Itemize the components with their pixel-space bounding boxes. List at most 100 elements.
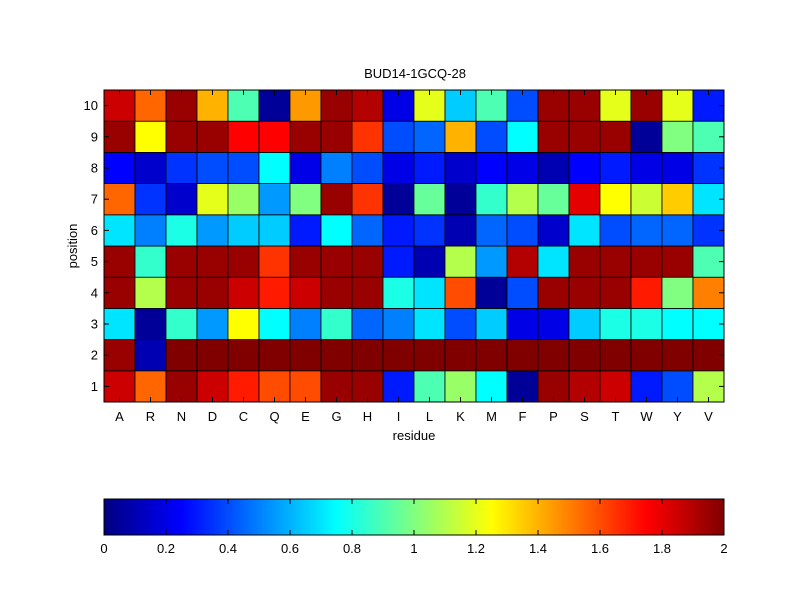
heatmap-cell (196, 307, 229, 340)
colorbar-tick-label: 1 (410, 541, 417, 556)
heatmap-cell (103, 151, 136, 184)
heatmap-cell (630, 151, 663, 184)
heatmap-cell (506, 89, 539, 122)
heatmap-cell (382, 183, 415, 216)
heatmap-cell (165, 245, 198, 278)
heatmap-cell (630, 370, 663, 403)
colorbar-ticks: 0 0.2 0.4 0.6 0.8 1 1.2 1.4 1.6 1.8 2 (100, 499, 728, 556)
heatmap-cell (630, 183, 663, 216)
heatmap-cell (320, 214, 353, 247)
heatmap-cell (165, 370, 198, 403)
heatmap-cell (692, 89, 725, 122)
colorbar-tick-label: 0.8 (343, 541, 361, 556)
heatmap-cell (103, 89, 136, 122)
heatmap-cell (537, 183, 570, 216)
colorbar-tick-label: 2 (720, 541, 727, 556)
heatmap-cell (475, 307, 508, 340)
heatmap-cell (320, 370, 353, 403)
heatmap-cell (537, 120, 570, 153)
heatmap-cell (506, 339, 539, 372)
heatmap-cell (599, 245, 632, 278)
y-tick-label: 1 (91, 379, 98, 394)
y-axis-label: position (65, 224, 80, 269)
heatmap-cell (382, 245, 415, 278)
heatmap-cell (413, 214, 446, 247)
heatmap-cell (165, 183, 198, 216)
colorbar (103, 498, 725, 536)
heatmap-cell (103, 120, 136, 153)
heatmap-cell (630, 89, 663, 122)
heatmap-cell (661, 307, 694, 340)
heatmap-cell (289, 89, 322, 122)
x-tick-label: T (612, 409, 620, 424)
x-tick-label: M (486, 409, 497, 424)
heatmap-cell (506, 151, 539, 184)
heatmap-cell (165, 214, 198, 247)
heatmap-cell (134, 89, 167, 122)
heatmap-cell (568, 307, 601, 340)
heatmap-cell (258, 339, 291, 372)
heatmap-cell (134, 276, 167, 309)
heatmap-cell (165, 339, 198, 372)
heatmap-cell (413, 339, 446, 372)
heatmap-cell (537, 339, 570, 372)
heatmap-cell (227, 214, 260, 247)
heatmap-cell (351, 307, 384, 340)
heatmap-cell (289, 183, 322, 216)
heatmap-cell (258, 183, 291, 216)
heatmap-cell (537, 276, 570, 309)
x-tick-label: R (146, 409, 155, 424)
colorbar-tick-label: 0.2 (157, 541, 175, 556)
heatmap-cell (599, 307, 632, 340)
heatmap-cell (568, 276, 601, 309)
heatmap-cell (475, 120, 508, 153)
heatmap-cell (661, 245, 694, 278)
heatmap-cell (382, 339, 415, 372)
heatmap-cell (568, 120, 601, 153)
colorbar-tick-label: 0.6 (281, 541, 299, 556)
heatmap-cell (506, 276, 539, 309)
colorbar-tick-label: 0.4 (219, 541, 237, 556)
heatmap-cell (599, 120, 632, 153)
x-tick-label: G (331, 409, 341, 424)
heatmap-cell (475, 339, 508, 372)
x-axis-label: residue (393, 428, 436, 443)
heatmap-cell (568, 245, 601, 278)
heatmap-cell (196, 183, 229, 216)
heatmap-cell (289, 120, 322, 153)
heatmap-cell (289, 339, 322, 372)
heatmap-cell (196, 245, 229, 278)
y-tick-label: 5 (91, 254, 98, 269)
heatmap-cell (444, 307, 477, 340)
heatmap-cell (413, 151, 446, 184)
heatmap-cell (320, 245, 353, 278)
heatmap-cell (506, 214, 539, 247)
x-tick-label: E (301, 409, 310, 424)
heatmap-cell (227, 151, 260, 184)
heatmap-cell (165, 120, 198, 153)
heatmap-cell (630, 214, 663, 247)
heatmap-cell (382, 307, 415, 340)
colorbar-tick-label: 1.6 (591, 541, 609, 556)
x-tick-label: H (363, 409, 372, 424)
heatmap-cell (475, 151, 508, 184)
heatmap-cell (258, 307, 291, 340)
heatmap-cell (630, 307, 663, 340)
y-tick-label: 2 (91, 348, 98, 363)
y-tick-label: 6 (91, 223, 98, 238)
heatmap-cell (165, 307, 198, 340)
heatmap-cell (475, 245, 508, 278)
heatmap-cell (444, 183, 477, 216)
colorbar-tick-label: 1.8 (653, 541, 671, 556)
x-tick-label: L (426, 409, 433, 424)
heatmap-cell (599, 370, 632, 403)
x-tick-label: A (115, 409, 124, 424)
heatmap-cell (661, 214, 694, 247)
heatmap-cell (227, 183, 260, 216)
heatmap-cell (289, 307, 322, 340)
heatmap-cell (661, 183, 694, 216)
heatmap-cell (630, 276, 663, 309)
